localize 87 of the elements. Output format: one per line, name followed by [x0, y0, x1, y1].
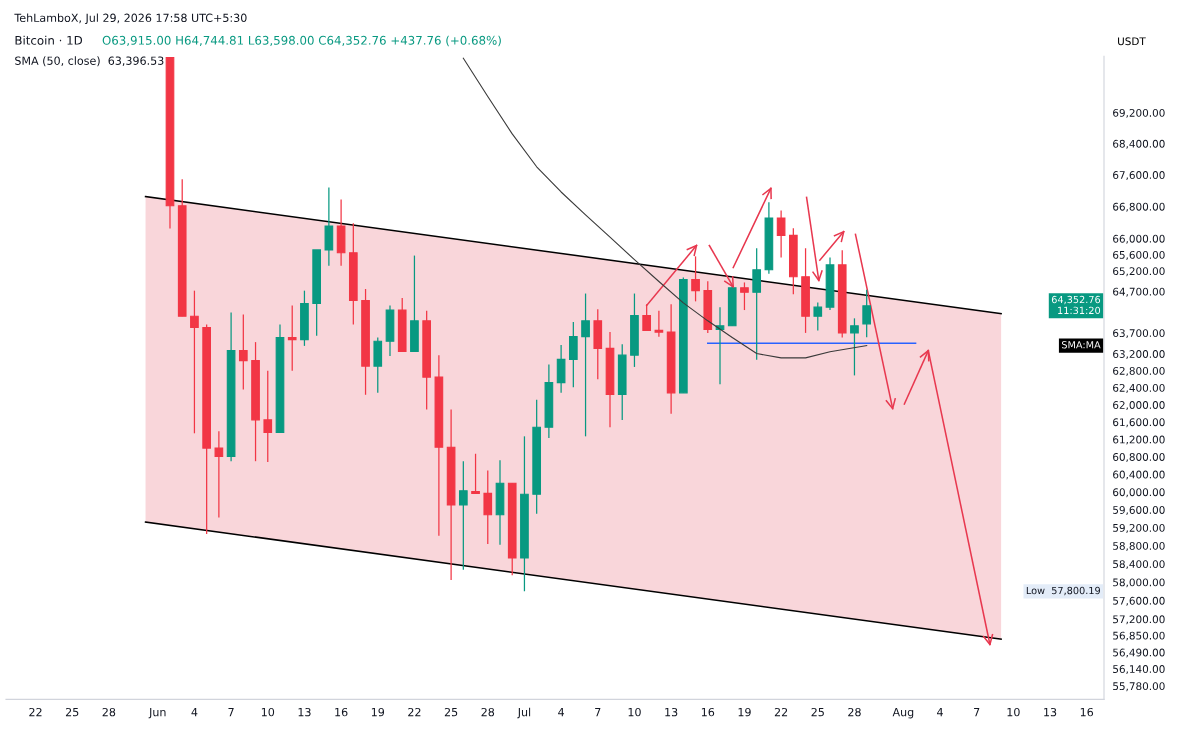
x-tick-label: 16	[701, 707, 715, 717]
candlestick	[581, 292, 590, 437]
x-tick-label: 28	[102, 707, 116, 717]
y-tick-label: 59,200.00	[1113, 523, 1165, 533]
chart-title: Bitcoin · 1D	[15, 35, 83, 45]
y-tick-label: 58,000.00	[1113, 578, 1165, 588]
text: TehLamboX, Jul 29, 2026 17:58 UTC+5:30	[14, 13, 247, 25]
y-tick-label: 55,780.00	[1113, 682, 1165, 692]
y-tick-label: 56,850.00	[1113, 631, 1165, 641]
y-tick-label: 57,200.00	[1113, 615, 1165, 625]
y-tick-label: 60,400.00	[1113, 470, 1165, 480]
y-tick-label: 57,600.00	[1113, 596, 1165, 606]
x-tick-label: 25	[811, 707, 824, 717]
x-tick-label: 10	[261, 707, 275, 717]
candlestick	[238, 313, 248, 391]
candlestick	[263, 370, 273, 463]
x-tick-label: 13	[1044, 707, 1057, 717]
y-tick-label: 65,200.00	[1113, 267, 1165, 277]
x-tick-label: 4	[191, 708, 198, 717]
x-tick-label: 10	[628, 707, 641, 717]
y-tick-label: 66,800.00	[1113, 202, 1165, 212]
candlestick	[190, 290, 199, 434]
x-tick-label: 7	[228, 708, 234, 717]
x-tick-label: 28	[481, 707, 495, 717]
candlestick	[850, 317, 859, 377]
y-tick-label: 56,490.00	[1113, 648, 1165, 658]
candlestick	[752, 247, 762, 361]
x-tick-label: 16	[1080, 707, 1094, 717]
x-tick-label: 7	[595, 708, 601, 717]
x-tick-label: 4	[937, 708, 943, 717]
candlestick	[471, 453, 480, 494]
candlestick	[287, 304, 297, 372]
annotation: Low 57,800.19	[1026, 586, 1101, 596]
x-tick-label: 25	[65, 707, 79, 717]
x-tick-label: 22	[29, 707, 42, 717]
y-tick-label: 68,400.00	[1113, 139, 1165, 149]
x-tick-label: Jun	[148, 708, 166, 719]
candlestick	[214, 430, 224, 519]
y-tick-label: 62,800.00	[1113, 366, 1165, 376]
x-tick-label: Jul	[517, 707, 531, 719]
x-tick-label: Aug	[892, 708, 914, 719]
candlestick	[324, 186, 334, 267]
y-tick-label: 63,700.00	[1113, 329, 1165, 339]
y-tick-label: 65,600.00	[1113, 250, 1165, 260]
y-tick-label: 58,400.00	[1113, 560, 1165, 570]
y-tick-label: 63,200.00	[1113, 350, 1165, 360]
candlestick	[691, 255, 700, 302]
annotation: 64,352.76 11:31:20	[1051, 295, 1101, 315]
x-tick-label: 22	[408, 707, 421, 717]
candlestick	[458, 460, 468, 571]
candlestick	[556, 344, 566, 394]
y-tick-label: 59,600.00	[1113, 506, 1165, 515]
candlestick	[483, 469, 493, 545]
x-tick-label: 7	[974, 708, 980, 717]
y-tick-label: 64,700.00	[1113, 287, 1165, 297]
x-tick-label: 10	[1007, 707, 1020, 717]
y-tick-label: 61,200.00	[1113, 435, 1165, 445]
y-tick-label: 66,000.00	[1113, 234, 1165, 244]
x-tick-label: 19	[738, 707, 751, 717]
candlestick	[813, 301, 823, 332]
x-tick-label: 16	[335, 707, 348, 717]
annotation: SMA (50, close) 63,396.53	[15, 56, 164, 67]
x-tick-label: 28	[848, 707, 861, 717]
annotation: SMA:MA	[1061, 341, 1101, 349]
candlestick	[740, 281, 749, 311]
x-tick-label: 19	[371, 707, 385, 717]
x-tick-label: 13	[665, 707, 678, 717]
y-tick-label: 61,600.00	[1113, 418, 1165, 428]
y-tick-label: 62,000.00	[1113, 401, 1165, 411]
x-tick-label: 22	[774, 707, 788, 717]
candlestick	[654, 310, 664, 338]
x-tick-label: 13	[298, 707, 311, 717]
candlestick	[776, 209, 786, 259]
x-tick-label: 25	[444, 707, 458, 717]
chart-subtitle: O63,915.00 H64,744.81 L63,598.00 C64,352.76 +437.76 (+0.68%)	[102, 35, 501, 47]
y-tick-label: 56,140.00	[1113, 665, 1165, 675]
y-tick-label: 62,400.00	[1113, 383, 1165, 393]
y-tick-label: 58,800.00	[1113, 541, 1165, 551]
x-tick-label: 4	[558, 708, 565, 717]
y-tick-label: 67,600.00	[1113, 171, 1165, 181]
y-axis-title: USDT	[1118, 37, 1146, 46]
line-series	[462, 57, 868, 359]
y-tick-label: 60,800.00	[1113, 453, 1165, 462]
candlestick	[862, 289, 872, 338]
y-tick-label: 69,200.00	[1113, 108, 1165, 118]
y-tick-label: 60,000.00	[1113, 488, 1165, 498]
candlestick	[568, 321, 578, 388]
